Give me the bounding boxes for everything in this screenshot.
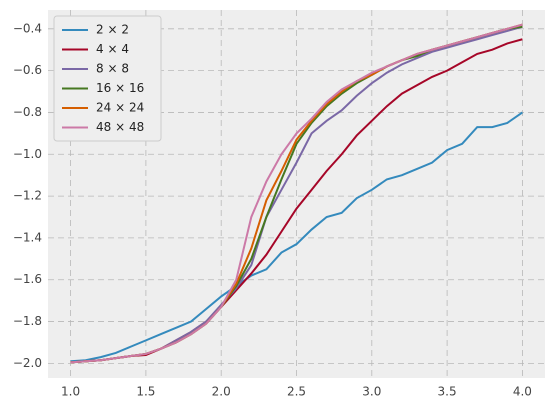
x-tick-label: 1.0 bbox=[61, 385, 80, 399]
x-tick-label: 3.0 bbox=[362, 385, 381, 399]
legend-label: 16 × 16 bbox=[96, 81, 144, 95]
y-tick-label: −1.8 bbox=[13, 314, 42, 328]
legend-label: 4 × 4 bbox=[96, 42, 129, 56]
legend-label: 8 × 8 bbox=[96, 62, 129, 76]
x-tick-label: 1.5 bbox=[136, 385, 155, 399]
series-line bbox=[70, 23, 523, 364]
series-line bbox=[70, 38, 523, 364]
x-tick-label: 2.0 bbox=[212, 385, 231, 399]
y-tick-label: −1.6 bbox=[13, 272, 42, 286]
y-tick-label: −0.4 bbox=[13, 21, 42, 35]
legend-label: 48 × 48 bbox=[96, 120, 144, 134]
x-tick-label: 2.5 bbox=[287, 385, 306, 399]
y-tick-label: −1.2 bbox=[13, 189, 42, 203]
y-tick-label: −0.8 bbox=[13, 105, 42, 119]
x-tick-label: 3.5 bbox=[438, 385, 457, 399]
series-line bbox=[70, 111, 523, 363]
legend-label: 24 × 24 bbox=[96, 101, 144, 115]
y-tick-label: −1.0 bbox=[13, 147, 42, 161]
y-tick-label: −2.0 bbox=[13, 356, 42, 370]
y-tick-label: −1.4 bbox=[13, 230, 42, 244]
y-tick-label: −0.6 bbox=[13, 63, 42, 77]
legend-box bbox=[53, 15, 162, 142]
x-tick-label: 4.0 bbox=[513, 385, 532, 399]
legend-label: 2 × 2 bbox=[96, 23, 129, 37]
